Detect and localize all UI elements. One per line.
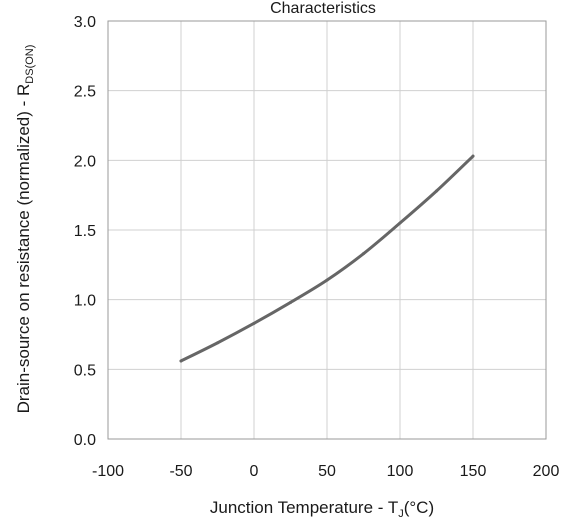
y-axis-title-sub: DS(ON) xyxy=(24,45,36,84)
y-tick-label: 2.5 xyxy=(74,84,96,101)
x-tick-label: -100 xyxy=(92,463,124,480)
plot-frame xyxy=(107,20,547,440)
y-tick-label: 0.0 xyxy=(74,432,96,449)
x-tick-label: 50 xyxy=(318,463,336,480)
x-tick-label: 200 xyxy=(533,463,560,480)
y-axis-title-main: Drain-source on resistance (normalized) … xyxy=(14,84,33,414)
series-point-0-0 xyxy=(179,359,183,363)
y-axis-title: Drain-source on resistance (normalized) … xyxy=(14,45,36,414)
series-point-0-3 xyxy=(289,300,292,304)
series-point-0-7 xyxy=(435,189,438,193)
y-tick-label: 2.0 xyxy=(74,153,96,170)
series-point-0-5 xyxy=(362,252,365,256)
y-tick-label: 1.0 xyxy=(74,293,96,310)
x-tick-label: 150 xyxy=(460,463,487,480)
y-tick-label: 0.5 xyxy=(74,362,96,379)
y-tick-labels: 0.0 0.5 1.0 1.5 2.0 2.5 3.0 xyxy=(74,14,96,449)
series-point-0-1 xyxy=(216,341,219,345)
series-point-0-6 xyxy=(398,221,402,225)
x-axis-title-main: Junction Temperature - T xyxy=(210,498,398,517)
series-layer xyxy=(179,154,475,363)
y-tick-label: 1.5 xyxy=(74,223,96,240)
x-axis-title-unit: (°C) xyxy=(404,498,434,517)
x-tick-label: -50 xyxy=(169,463,192,480)
x-tick-label: 100 xyxy=(387,463,414,480)
series-point-0-4 xyxy=(325,278,329,282)
y-tick-label: 3.0 xyxy=(74,14,96,31)
chart-title: Characteristics xyxy=(270,0,376,17)
x-axis-title-sub: J xyxy=(398,508,404,520)
x-axis-title: Junction Temperature - TJ(°C) xyxy=(210,498,434,520)
series-point-0-2 xyxy=(252,321,256,325)
x-tick-labels: -100 -50 0 50 100 150 200 xyxy=(92,463,559,480)
grid-layer xyxy=(107,20,547,440)
series-point-0-8 xyxy=(471,154,475,158)
x-tick-label: 0 xyxy=(250,463,259,480)
